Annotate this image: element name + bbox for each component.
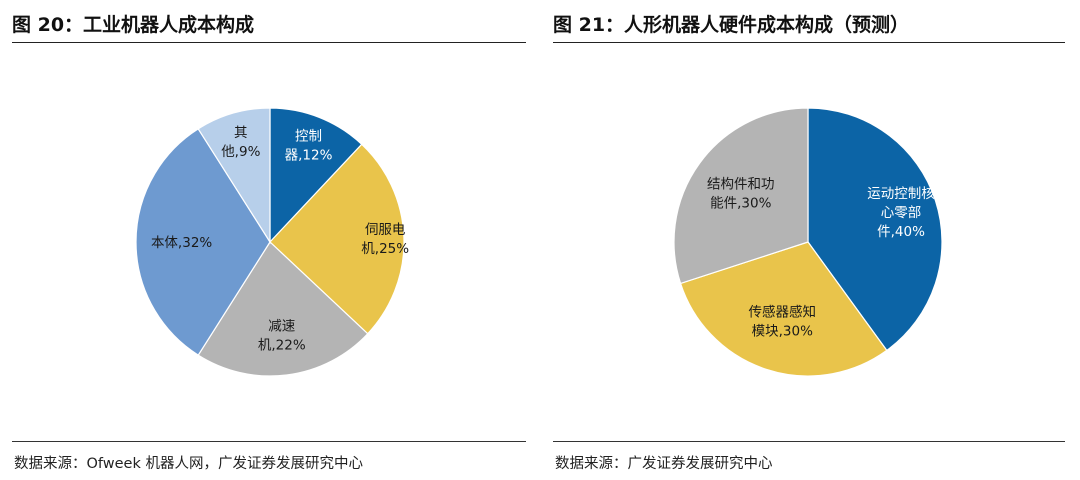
source-note: 数据来源：广发证券发展研究中心 — [555, 456, 773, 472]
slice-data-label: 控制器,12% — [285, 128, 333, 163]
title-divider — [12, 42, 526, 43]
industrial-robot-cost-panel: 图 20：工业机器人成本构成 控制器,12% 伺服电机,25% 减速机,22% 本体,… — [12, 0, 526, 480]
slice-data-label: 传感器感知模块,30% — [749, 304, 817, 340]
slice-data-label: 结构件和功能件,30% — [707, 177, 775, 212]
slice-data-label: 运动控制核心零部件,40% — [867, 186, 935, 240]
footer-divider — [553, 441, 1065, 442]
chart-title: 图 21：人形机器人硬件成本构成（预测） — [553, 14, 910, 36]
slice-data-label: 其他,9% — [221, 125, 260, 160]
pie-slice — [269, 143, 405, 335]
pie-slice — [197, 107, 271, 245]
industrial-robot-cost-pie: 控制器,12% 伺服电机,25% 减速机,22% 本体,32% 其他,9% — [135, 107, 409, 377]
humanoid-robot-cost-pie: 运动控制核心零部件,40% 传感器感知模块,30% 结构件和功能件,30% — [673, 107, 943, 377]
title-divider — [553, 42, 1065, 43]
slice-data-label: 伺服电机,25% — [361, 222, 409, 257]
chart-title: 图 20：工业机器人成本构成 — [12, 14, 255, 36]
pie-slice — [673, 107, 809, 285]
humanoid-robot-cost-panel: 图 21：人形机器人硬件成本构成（预测） 运动控制核心零部件,40% 传感器感知模… — [553, 0, 1065, 480]
source-note: 数据来源：Ofweek 机器人网，广发证券发展研究中心 — [14, 456, 363, 472]
slice-data-label: 减速机,22% — [258, 319, 306, 354]
pie-slice — [269, 107, 363, 244]
pie-slice — [197, 241, 369, 377]
footer-divider — [12, 441, 526, 442]
slice-data-label: 本体,32% — [151, 235, 212, 251]
pie-slice — [135, 128, 271, 356]
pie-slice — [679, 241, 888, 377]
pie-slice — [807, 107, 943, 352]
